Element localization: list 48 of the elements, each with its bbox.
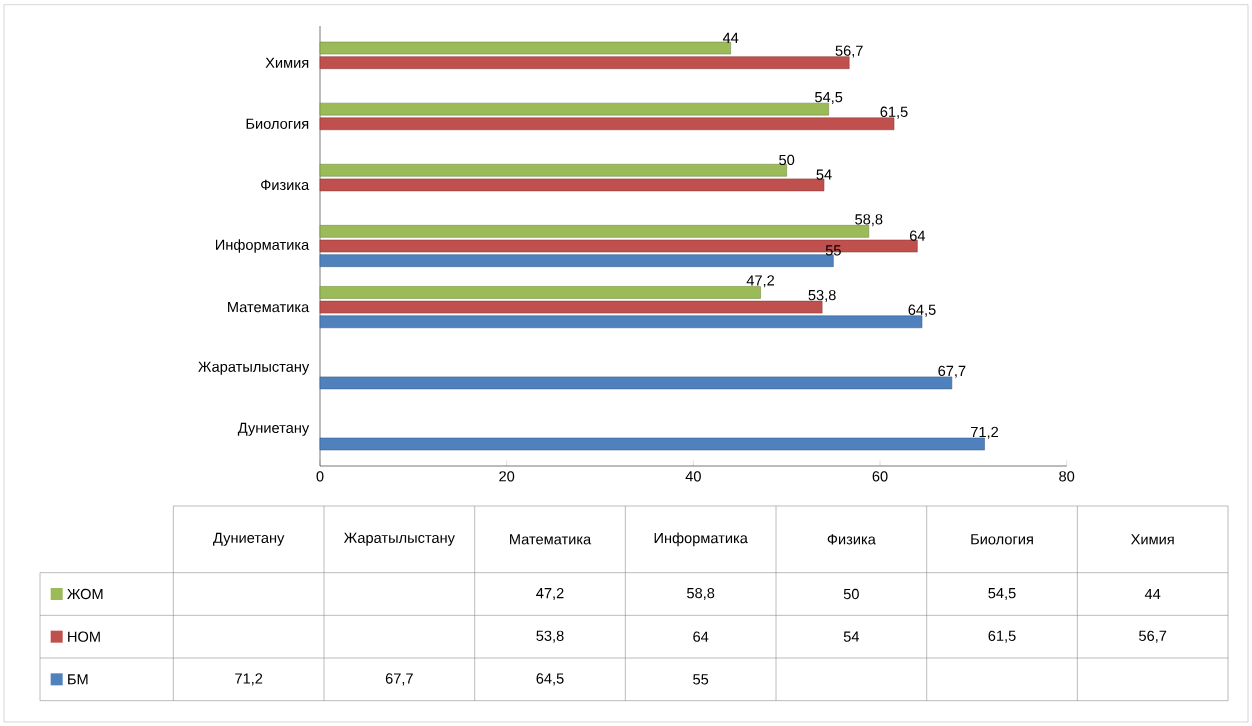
text: 54	[843, 631, 860, 642]
y-tick-label: Математика	[228, 302, 310, 313]
text: 58,8	[687, 587, 715, 601]
category-label: Жаратылыстану	[343, 532, 455, 546]
y-tick-label: Дуниетану	[237, 422, 310, 436]
text: 71,2	[235, 673, 263, 686]
data-label: 54	[816, 169, 832, 180]
data-label: 50	[779, 154, 795, 166]
text: 54,5	[988, 588, 1016, 600]
legend-label: ЖОМ	[67, 588, 103, 600]
text: 61,5	[988, 630, 1016, 643]
text: 64,5	[536, 673, 564, 686]
y-tick-label: Физика	[261, 179, 310, 191]
data-label: 64,5	[908, 304, 936, 317]
category-label: Биология	[971, 534, 1033, 545]
category-label: Физика	[827, 534, 876, 545]
legend-label: НОМ	[68, 631, 100, 642]
text: 56,7	[1139, 630, 1167, 643]
y-tick-label: Жаратылыстану	[198, 361, 310, 375]
category-label: Математика	[510, 534, 592, 545]
text: 44	[1144, 588, 1161, 600]
text: 53,8	[536, 630, 564, 643]
data-label: 44	[722, 32, 739, 43]
x-tick-label: 20	[499, 471, 515, 482]
data-label: 71,2	[971, 426, 999, 439]
text: 47,2	[536, 587, 564, 601]
category-label: Информатика	[654, 532, 748, 547]
data-label: 47,2	[746, 275, 775, 288]
data-label: 61,5	[880, 106, 908, 119]
text: 64	[693, 631, 709, 642]
data-label: 67,7	[938, 365, 966, 378]
data-label: 54,5	[815, 92, 843, 104]
y-tick-label: Биология	[246, 118, 309, 129]
y-tick-label: Химия	[265, 57, 309, 68]
category-label: Химия	[1131, 534, 1174, 545]
x-tick-label: 80	[1059, 471, 1075, 482]
legend-label: БМ	[68, 674, 88, 685]
text: 50	[843, 588, 859, 600]
data-label: 56,7	[835, 45, 863, 58]
data-label: 53,8	[808, 289, 836, 302]
text: 55	[693, 674, 709, 685]
data-label: 58,8	[855, 214, 883, 227]
y-tick-label: Информатика	[216, 239, 310, 253]
data-label: 64	[909, 230, 926, 241]
text: 67,7	[385, 673, 413, 686]
x-tick-label: 40	[685, 471, 701, 482]
x-tick-label: 0	[316, 471, 324, 482]
x-tick-label: 60	[872, 471, 888, 482]
